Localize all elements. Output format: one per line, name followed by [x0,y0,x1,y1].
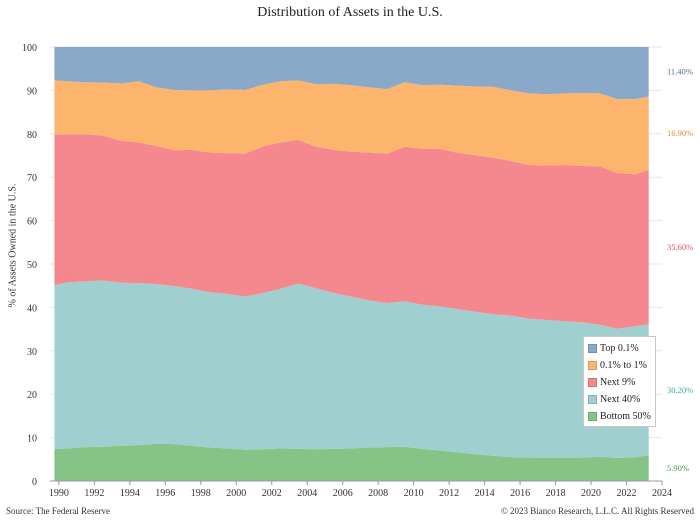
x-tick-label-1996: 1996 [155,488,175,499]
x-tick-label-2000: 2000 [226,488,246,499]
area-next-9 [54,134,649,329]
area-top-0-1 [54,47,649,100]
end-label-4: 11.40% [667,67,693,77]
legend-swatch [588,412,597,421]
x-tick-label-2010: 2010 [404,488,424,499]
legend-item: Top 0.1% [588,340,651,357]
y-tick-label-30: 30 [27,347,37,358]
legend-swatch [588,344,597,353]
legend-item: Bottom 50% [588,408,651,425]
x-tick-label-1990: 1990 [49,488,69,499]
y-tick-label-10: 10 [27,434,37,445]
legend-item: Next 40% [588,391,651,408]
x-tick-label-1994: 1994 [120,488,140,499]
copyright-note: © 2023 Bianco Research, L.L.C. All Right… [500,506,694,516]
end-label-1: 30.20% [667,385,693,395]
x-tick-label-2006: 2006 [333,488,353,499]
x-tick-label-1998: 1998 [191,488,211,499]
source-note: Source: The Federal Reserve [6,506,111,516]
end-label-3: 16.90% [667,128,693,138]
legend-item: 0.1% to 1% [588,357,651,374]
y-tick-label-60: 60 [27,217,37,228]
y-tick-label-80: 80 [27,130,37,141]
y-tick-label-90: 90 [27,86,37,97]
legend-item: Next 9% [588,374,651,391]
legend-swatch [588,395,597,404]
y-tick-label-50: 50 [27,260,37,271]
x-tick-label-2008: 2008 [368,488,388,499]
y-tick-label-100: 100 [22,43,37,54]
legend-label: Bottom 50% [600,411,651,422]
y-tick-label-70: 70 [27,173,37,184]
chart-title: Distribution of Assets in the U.S. [257,5,443,20]
area-next-40 [54,280,649,458]
x-tick-label-2022: 2022 [617,488,637,499]
legend-swatch [588,378,597,387]
legend: Top 0.1% 0.1% to 1% Next 9% Next 40% Bottom … [583,336,656,427]
end-label-2: 35.60% [667,242,693,252]
x-tick-label-2014: 2014 [475,488,495,499]
y-tick-label-20: 20 [27,390,37,401]
y-tick-label-40: 40 [27,303,37,314]
end-label-0: 5.90% [667,463,689,473]
area-bottom-50 [54,443,649,481]
x-tick-label-1992: 1992 [84,488,104,499]
x-tick-label-2018: 2018 [546,488,566,499]
legend-label: Top 0.1% [600,343,639,354]
y-tick-label-0: 0 [32,477,37,488]
legend-label: 0.1% to 1% [600,360,647,371]
x-tick-label-2024: 2024 [652,488,672,499]
x-tick-label-2016: 2016 [510,488,530,499]
legend-swatch [588,361,597,370]
x-tick-label-2020: 2020 [581,488,601,499]
legend-label: Next 9% [600,377,636,388]
x-tick-label-2002: 2002 [262,488,282,499]
area-0-1-to-1 [54,80,649,175]
x-tick-label-2012: 2012 [439,488,459,499]
x-tick-label-2004: 2004 [297,488,317,499]
legend-label: Next 40% [600,394,641,405]
